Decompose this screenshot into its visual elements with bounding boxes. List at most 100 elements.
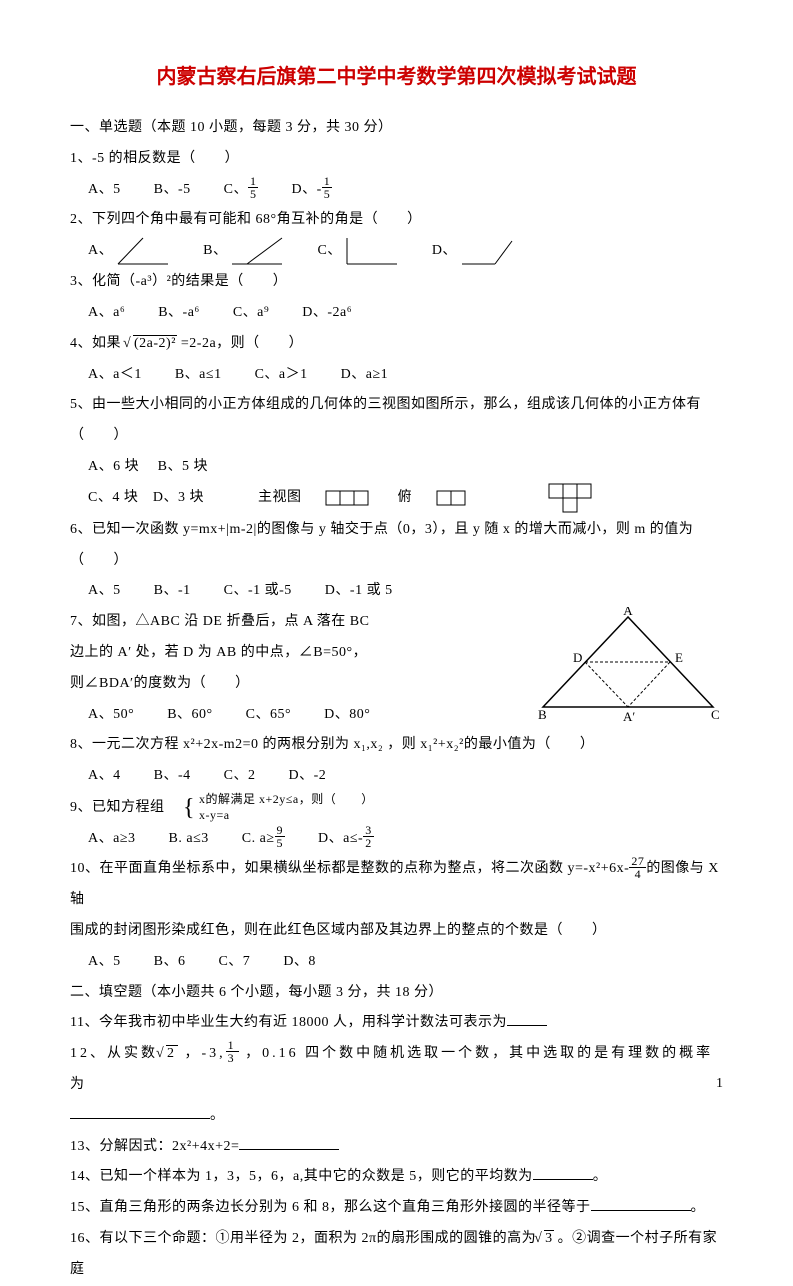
q5-label2: 俯 [397, 483, 412, 514]
q8-options: A、4 B、-4 C、2 D、-2 [70, 761, 723, 792]
q8-A: A、4 [88, 768, 121, 783]
blank2 [70, 1105, 210, 1119]
section-b: 二、填空题（本小题共 6 个小题，每小题 3 分，共 18 分） [70, 978, 723, 1009]
q12-blank: 。 [70, 1101, 723, 1132]
q7-B: B、60° [167, 707, 212, 722]
angle-b-icon [227, 236, 287, 266]
q3-D: D、-2a⁶ [302, 305, 352, 320]
q1-C: C、 [224, 182, 248, 197]
q9-frac2: 32 [363, 824, 374, 849]
q9-C: C. a≥ [242, 831, 275, 846]
q4-b: =2-2a，则（ ） [181, 336, 303, 351]
q10-stem3: 围成的封闭图形染成红色，则在此红色区域内部及其边界上的整点的个数是（ ） [70, 916, 723, 947]
q8-B: B、-4 [154, 768, 191, 783]
q11: 11、今年我市初中毕业生大约有近 18000 人，用科学计数法可表示为 [70, 1008, 723, 1039]
q12-b: ，-3, [185, 1046, 226, 1061]
q10-D: D、8 [283, 954, 316, 969]
q9-eq1: x的解满足 x+2y≤a，则（ ） [199, 792, 374, 806]
q2-D: D、 [432, 236, 517, 267]
q10-frac: 274 [629, 855, 646, 880]
tri-labD: D [573, 650, 582, 665]
q9-B: B. a≤3 [169, 831, 209, 846]
front-view-icon [325, 490, 373, 508]
q9-a: 9、已知方程组 [70, 800, 165, 815]
q5-D: D、3 块 [153, 490, 204, 505]
q13: 13、分解因式：2x²+4x+2= [70, 1132, 723, 1163]
tri-labB: B [538, 707, 547, 722]
q6-A: A、5 [88, 583, 121, 598]
tri-labE: E [675, 650, 683, 665]
q7-options: A、50° B、60° C、65° D、80° [70, 700, 513, 731]
q12-sqrt: 2 [158, 1039, 178, 1070]
q2-A: A、 [88, 236, 173, 267]
brace-icon: { [183, 796, 195, 820]
q5-row1: A、6 块 B、5 块 [70, 452, 723, 483]
q12: 12、从实数2 ，-3,13 ，0.16 四个数中随机选取一个数，其中选取的是有… [70, 1039, 723, 1101]
q3-stem: 3、化简（-a³）²的结果是（ ） [70, 267, 723, 298]
q15-text: 15、直角三角形的两条边长分别为 6 和 8，那么这个直角三角形外接圆的半径等于 [70, 1200, 591, 1215]
q5-stem: 5、由一些大小相同的小正方体组成的几何体的三视图如图所示，那么，组成该几何体的小… [70, 390, 723, 452]
q4-options: A、a＜1 B、a≤1 C、a＞1 D、a≥1 [70, 360, 723, 391]
q6-D: D、-1 或 5 [325, 583, 393, 598]
q12-a: 12、从实数 [70, 1046, 158, 1061]
q12-frac: 13 [226, 1039, 239, 1064]
q5-row2: C、4 块 D、3 块 主视图 俯 [70, 483, 723, 515]
blank4 [533, 1166, 593, 1180]
q9-eq2: x-y=a [199, 808, 230, 822]
q4-B: B、a≤1 [175, 367, 222, 382]
q9-frac1: 95 [275, 824, 286, 849]
triangle-diagram: A B C D E A′ [533, 607, 723, 727]
tri-labC: C [711, 707, 720, 722]
q4-stem: 4、如果 (2a-2)² =2-2a，则（ ） [70, 329, 723, 360]
q4-D: D、a≥1 [341, 367, 389, 382]
q8-stem: 8、一元二次方程 x²+2x-m2=0 的两根分别为 x₁,x₂ ，则 x₁²+… [70, 730, 723, 761]
q9-options: A、a≥3 B. a≤3 C. a≥95 D、a≤-32 [70, 824, 723, 855]
q3-options: A、a⁶ B、-a⁶ C、a⁹ D、-2a⁶ [70, 298, 723, 329]
q16: 16、有以下三个命题：①用半径为 2，面积为 2π的扇形围成的圆锥的高为3 。②… [70, 1224, 723, 1286]
top-view-icon [548, 483, 596, 515]
q9-A: A、a≥3 [88, 831, 136, 846]
q10-a: 10、在平面直角坐标系中，如果横纵坐标都是整数的点称为整点，将二次函数 y=-x… [70, 861, 629, 876]
q6-B: B、-1 [154, 583, 191, 598]
q16-a: 16、有以下三个命题：①用半径为 2，面积为 2π的扇形围成的圆锥的高为 [70, 1231, 536, 1246]
q9-D: D、a≤- [318, 831, 363, 846]
q3-A: A、a⁶ [88, 305, 125, 320]
q2-stem: 2、下列四个角中最有可能和 68°角互补的角是（ ） [70, 205, 723, 236]
exam-title: 内蒙古察右后旗第二中学中考数学第四次模拟考试试题 [70, 60, 723, 89]
q3-B: B、-a⁶ [158, 305, 200, 320]
q5-A: A、6 块 [88, 459, 139, 474]
q7-A: A、50° [88, 707, 134, 722]
q7-l1: 7、如图，△ABC 沿 DE 折叠后，点 A 落在 BC [70, 607, 513, 638]
q14: 14、已知一个样本为 1，3，5，6，a,其中它的众数是 5，则它的平均数为。 [70, 1162, 723, 1193]
q4-A: A、a＜1 [88, 367, 142, 382]
q12-end: 。 [210, 1108, 225, 1123]
q13-text: 13、分解因式：2x²+4x+2= [70, 1139, 239, 1154]
q1-frac1: 15 [248, 175, 259, 200]
angle-c-icon [342, 236, 402, 266]
q7-l2: 边上的 A′ 处，若 D 为 AB 的中点，∠B=50°， [70, 638, 513, 669]
q5-label1: 主视图 [258, 483, 302, 514]
q1-D: D、- [291, 182, 321, 197]
q10-stem1: 10、在平面直角坐标系中，如果横纵坐标都是整数的点称为整点，将二次函数 y=-x… [70, 854, 723, 916]
q5-B: B、5 块 [158, 459, 208, 474]
angle-a-icon [113, 236, 173, 266]
section-a: 一、单选题（本题 10 小题，每题 3 分，共 30 分） [70, 113, 723, 144]
angle-d-icon [457, 236, 517, 266]
side-view-icon [436, 490, 470, 508]
q9-stem: 9、已知方程组 { x的解满足 x+2y≤a，则（ ） x-y=a [70, 792, 723, 824]
q7-C: C、65° [246, 707, 291, 722]
q8-D: D、-2 [288, 768, 326, 783]
q16-sqrt: 3 [536, 1224, 554, 1255]
q6-options: A、5 B、-1 C、-1 或-5 D、-1 或 5 [70, 576, 723, 607]
q7-l3: 则∠BDA′的度数为（ ） [70, 669, 513, 700]
q8-C: C、2 [224, 768, 256, 783]
q6-stem: 6、已知一次函数 y=mx+|m-2|的图像与 y 轴交于点（0，3），且 y … [70, 515, 723, 577]
blank5 [591, 1197, 691, 1211]
q10-A: A、5 [88, 954, 121, 969]
q6-C: C、-1 或-5 [224, 583, 292, 598]
tri-labAp: A′ [623, 709, 635, 724]
q7-D: D、80° [324, 707, 370, 722]
q10-C: C、7 [218, 954, 250, 969]
tri-labA: A [623, 607, 633, 618]
q14-text: 14、已知一个样本为 1，3，5，6，a,其中它的众数是 5，则它的平均数为 [70, 1169, 533, 1184]
